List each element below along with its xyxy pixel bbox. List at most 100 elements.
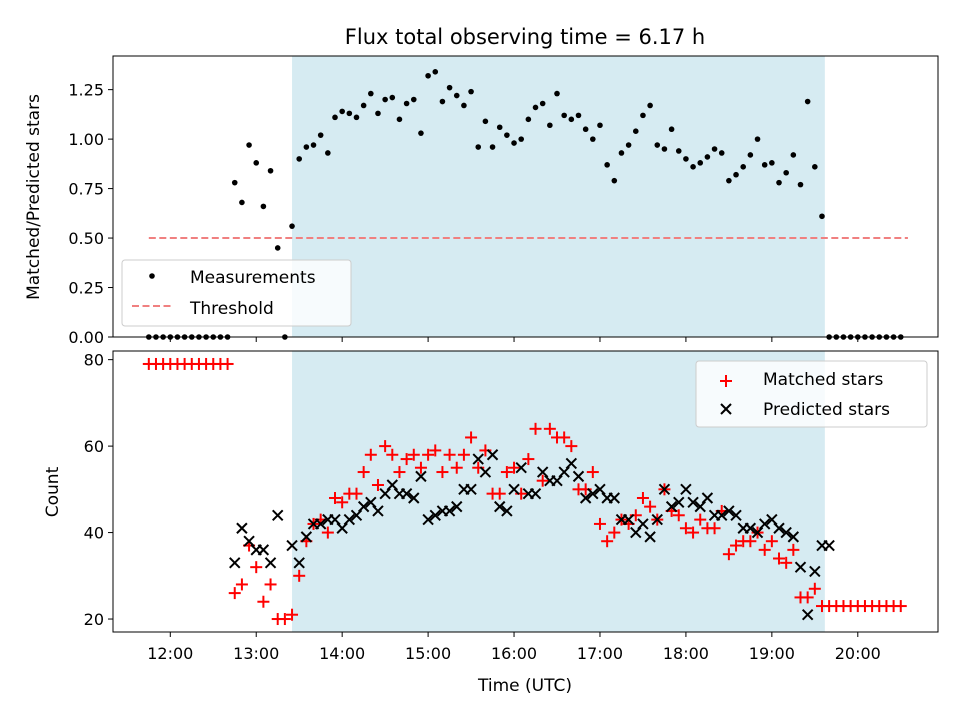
measurement-point: [475, 144, 482, 150]
measurement-point: [418, 130, 424, 136]
x-tick-label: 14:00: [319, 644, 365, 663]
predicted-star-point: [336, 522, 348, 534]
matched-star-point: [679, 522, 692, 535]
measurement-point: [489, 144, 496, 150]
predicted-star-point: [637, 518, 649, 530]
measurement-point: [819, 213, 825, 220]
matched-star-point: [801, 591, 814, 604]
predicted-star-point: [451, 500, 463, 513]
predicted-star-point: [744, 522, 757, 534]
measurement-point: [790, 152, 797, 158]
bottom-panel-frame: [112, 350, 939, 633]
predicted-star-point: [579, 492, 592, 504]
measurement-point: [804, 98, 811, 105]
matched-star-point: [543, 422, 556, 435]
measurement-point: [389, 94, 396, 101]
predicted-star-point: [608, 492, 621, 504]
bottom-y-axis-label: Count: [43, 466, 63, 517]
matched-star-point: [357, 466, 370, 479]
predicted-star-point: [687, 496, 699, 509]
top-y-axis-label: Matched/Predicted stars: [24, 94, 44, 300]
x-tick-label: 20:00: [835, 644, 881, 663]
measurement-point: [375, 110, 381, 117]
measurement-point: [496, 124, 503, 131]
top-y-tick-label: 1.00: [68, 130, 104, 149]
matched-star-point: [465, 431, 478, 444]
measurement-point: [396, 116, 403, 123]
predicted-star-point: [551, 474, 563, 487]
matched-star-point: [529, 422, 542, 435]
predicted-star-point: [422, 513, 434, 526]
predicted-star-point: [644, 531, 656, 543]
measurement-point: [446, 84, 453, 91]
measurement-point: [661, 146, 668, 152]
predicted-star-point: [293, 557, 305, 569]
predicted-star-point: [773, 522, 785, 534]
predicted-star-point: [429, 509, 441, 521]
matched-star-point: [393, 466, 406, 479]
matched-star-point: [687, 526, 700, 539]
matched-star-point: [336, 496, 349, 509]
bottom-y-tick-label: 80: [84, 351, 104, 370]
predicted-star-point: [780, 526, 792, 539]
predicted-star-point: [529, 487, 542, 500]
top-y-tick-label: 0.25: [68, 279, 104, 298]
measurement-point: [590, 136, 596, 142]
top-observing-span: [292, 56, 825, 337]
measurement-point: [246, 142, 252, 148]
predicted-star-point: [558, 466, 570, 478]
x-tick-label: 13:00: [233, 644, 279, 663]
matched-star-point: [644, 500, 657, 513]
predicted-star-point: [823, 539, 835, 552]
predicted-star-point: [622, 513, 635, 526]
predicted-star-point: [508, 483, 520, 496]
measurement-point: [518, 136, 525, 142]
measurement-point: [611, 177, 618, 184]
measurement-point: [267, 167, 274, 174]
matched-star-point: [457, 448, 470, 461]
matched-star-point: [221, 357, 234, 370]
x-tick-label: 19:00: [749, 644, 795, 663]
predicted-star-point: [408, 492, 420, 504]
predicted-star-point: [472, 453, 484, 465]
bottom-y-ticks: 20 40 60 80: [84, 351, 113, 629]
measurement-point: [532, 104, 539, 111]
measurement-point: [740, 164, 747, 170]
measurement-point: [554, 90, 560, 97]
measurement-point: [239, 199, 245, 206]
matched-star-point: [293, 569, 306, 582]
x-tick-label: 17:00: [577, 644, 623, 663]
matched-star-point: [565, 440, 578, 453]
predicted-star-point: [257, 544, 270, 556]
measurement-point: [747, 152, 754, 158]
matched-star-point: [787, 543, 800, 556]
measurement-point: [769, 160, 775, 166]
top-x-ticks: [169, 337, 859, 342]
measurement-point: [274, 245, 281, 251]
predicted-star-point: [236, 522, 248, 534]
x-tick-label: 18:00: [663, 644, 709, 663]
measurement-point: [718, 150, 725, 156]
predicted-star-point: [594, 483, 606, 496]
matched-star-point: [672, 509, 685, 522]
matched-star-point: [758, 543, 771, 556]
predicted-star-point: [486, 449, 499, 461]
measurement-point: [618, 150, 625, 156]
measurement-point: [461, 102, 467, 109]
matched-star-point: [400, 453, 413, 466]
matched-star-point: [722, 548, 735, 561]
matched-star-point: [350, 487, 363, 500]
top-y-tick-label: 0.00: [68, 328, 104, 347]
measurement-point: [675, 148, 682, 154]
matched-star-point: [730, 539, 743, 552]
legend-measurements-marker: [149, 273, 155, 279]
predicted-star-point: [801, 609, 814, 621]
matched-star-point: [694, 513, 707, 526]
matched-star-point: [407, 448, 420, 461]
matched-star-point: [536, 474, 549, 487]
measurement-point: [575, 112, 582, 119]
measurement-point: [547, 122, 553, 129]
predicted-star-point: [658, 483, 671, 496]
measurement-point: [690, 164, 696, 170]
x-tick-label: 16:00: [491, 644, 537, 663]
